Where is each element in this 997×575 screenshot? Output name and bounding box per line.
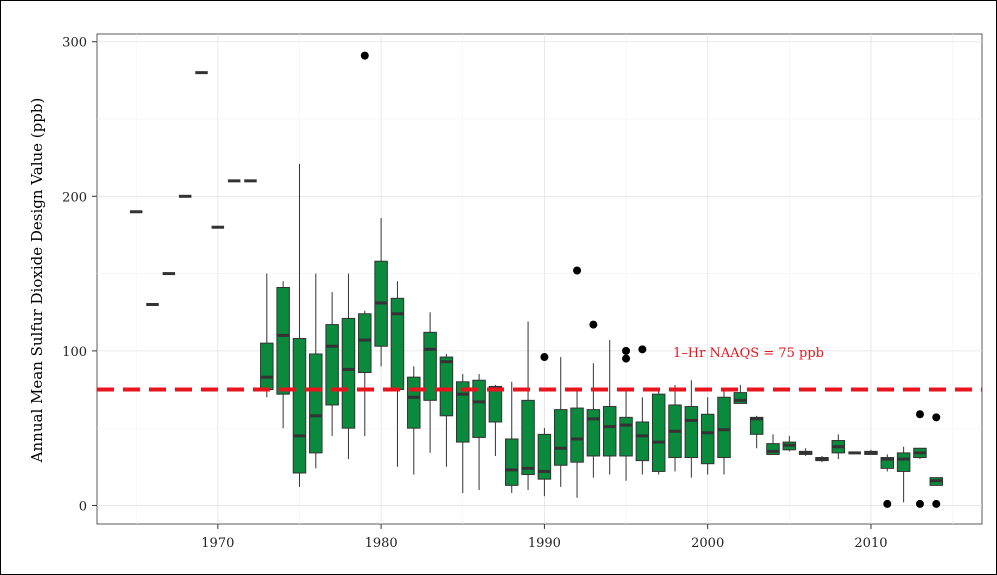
box-iqr <box>390 297 405 391</box>
box-iqr <box>407 376 421 429</box>
outlier-point <box>589 320 598 329</box>
box-iqr <box>358 313 372 374</box>
box-1979 <box>358 51 372 436</box>
box-iqr <box>472 379 486 438</box>
box-1995 <box>619 346 633 481</box>
y-tick-label: 200 <box>62 190 87 205</box>
box-2014 <box>929 413 944 508</box>
box-1983 <box>423 312 437 453</box>
outlier-point <box>638 345 647 354</box>
x-tick-label: 1970 <box>201 536 234 551</box>
box-1978 <box>341 273 356 460</box>
box-2005 <box>782 435 797 452</box>
box-2011 <box>880 454 895 508</box>
box-1974 <box>276 281 290 429</box>
box-1993 <box>586 320 601 478</box>
box-1985 <box>456 374 470 494</box>
outlier-point <box>573 266 582 275</box>
box-1994 <box>602 340 617 475</box>
box-2002 <box>733 384 748 404</box>
box-1984 <box>439 353 454 467</box>
box-iqr <box>570 407 584 463</box>
box-1980 <box>374 217 388 367</box>
box-iqr <box>717 396 731 459</box>
box-1998 <box>668 384 682 472</box>
box-iqr <box>504 438 519 486</box>
box-1981 <box>390 281 405 467</box>
outlier-point <box>622 346 631 355</box>
box-2012 <box>896 446 911 503</box>
box-1976 <box>309 273 323 469</box>
box-2004 <box>766 434 780 455</box>
box-1991 <box>553 357 568 487</box>
outlier-point <box>883 499 892 508</box>
box-iqr <box>341 317 356 429</box>
box-iqr <box>553 409 568 466</box>
box-iqr <box>896 452 911 472</box>
box-iqr <box>586 409 601 457</box>
box-2006 <box>798 448 813 456</box>
box-iqr <box>439 356 454 417</box>
box-iqr <box>635 421 650 462</box>
box-1986 <box>472 374 486 490</box>
outlier-point <box>360 51 369 60</box>
box-2007 <box>815 455 829 463</box>
box-iqr <box>488 385 503 423</box>
box-2008 <box>831 434 846 460</box>
box-1999 <box>684 380 699 478</box>
box-iqr <box>700 413 715 465</box>
box-2013 <box>913 410 927 508</box>
box-1989 <box>521 321 535 490</box>
outlier-point <box>540 353 549 362</box>
box-iqr <box>733 392 748 404</box>
box-iqr <box>276 287 290 395</box>
x-tick-label: 1990 <box>528 536 561 551</box>
y-tick-label: 0 <box>79 499 87 514</box>
box-1990 <box>537 353 552 497</box>
box-iqr <box>766 443 780 455</box>
axes-layer: 1970 1980 1990 2000 2010 0 100 200 300 <box>62 36 887 551</box>
box-iqr <box>325 324 339 406</box>
box-iqr <box>619 416 633 457</box>
outlier-point <box>932 413 941 422</box>
outlier-point <box>915 410 924 419</box>
box-iqr <box>292 338 307 474</box>
x-tick-label: 2000 <box>691 536 724 551</box>
y-tick-label: 100 <box>62 345 87 360</box>
boxes-layer <box>129 51 944 508</box>
box-iqr <box>456 381 470 443</box>
box-1992 <box>570 266 584 498</box>
box-iqr <box>651 393 666 472</box>
box-1988 <box>504 381 519 494</box>
box-2001 <box>717 389 731 475</box>
box-iqr <box>537 433 552 480</box>
box-iqr <box>309 353 323 454</box>
box-iqr <box>749 416 764 435</box>
box-2010 <box>864 449 878 455</box>
box-iqr <box>684 406 699 459</box>
x-tick-label: 2010 <box>854 536 887 551</box>
box-1975 <box>292 163 307 487</box>
outlier-point <box>932 499 941 508</box>
box-2003 <box>749 415 764 449</box>
y-axis-title: Annual Mean Sulfur Dioxide Design Value … <box>28 98 46 464</box>
box-iqr <box>260 342 274 391</box>
box-iqr <box>880 457 895 469</box>
box-iqr <box>521 399 535 476</box>
reference-line-label: 1–Hr NAAQS = 75 ppb <box>673 346 824 361</box>
y-tick-label: 300 <box>62 36 87 51</box>
box-iqr <box>602 406 617 457</box>
box-2000 <box>700 397 715 475</box>
outlier-point <box>622 354 631 363</box>
box-1997 <box>651 387 666 475</box>
box-1996 <box>635 345 650 475</box>
box-1977 <box>325 292 339 436</box>
x-tick-label: 1980 <box>365 536 398 551</box>
outlier-point <box>915 499 924 508</box>
